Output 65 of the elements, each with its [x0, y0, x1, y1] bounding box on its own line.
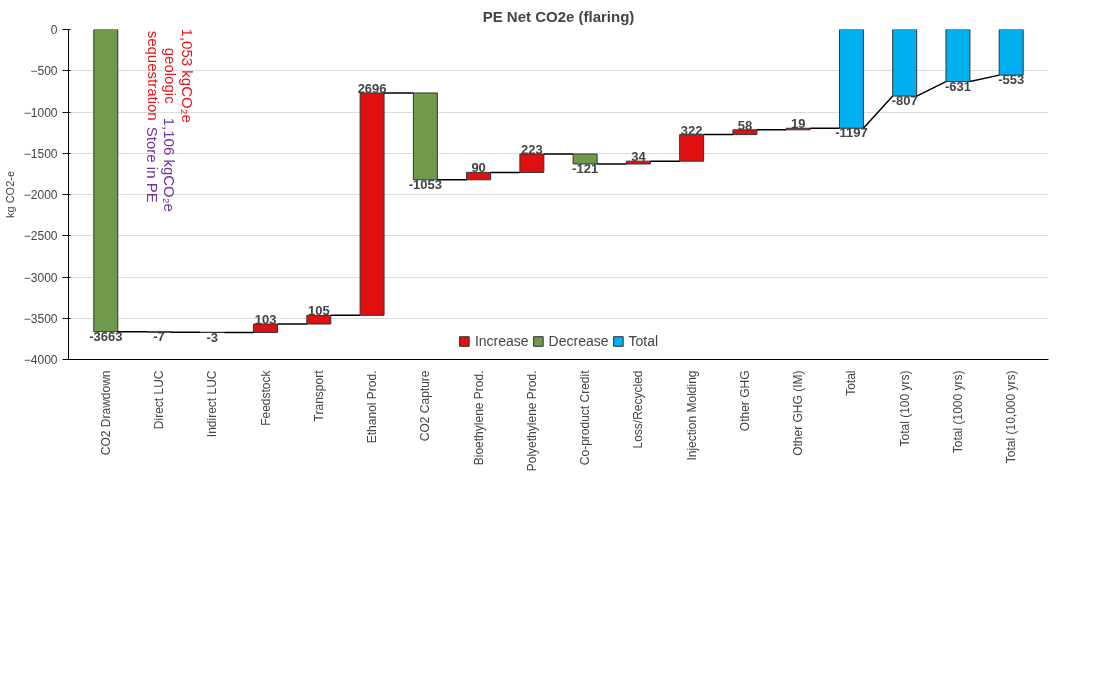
data-label: 322 — [680, 122, 703, 138]
bar — [466, 171, 492, 181]
bar — [625, 160, 651, 165]
x-tick-label: Co-product Credit — [578, 369, 593, 466]
x-tick-label: Polyethylene Prod. — [524, 370, 539, 472]
legend-label: Decrease — [548, 333, 609, 349]
data-label: -553 — [998, 72, 1025, 88]
y-tick-label: 0 — [50, 23, 58, 37]
y-tick-label: −500 — [30, 64, 58, 79]
x-tick-label: CO2 Capture — [418, 370, 433, 442]
bar — [732, 129, 758, 136]
x-tick-label: Other GHG (IM) — [791, 370, 806, 456]
bar — [679, 134, 705, 162]
data-label: 19 — [790, 116, 806, 132]
y-tick-label: −1500 — [23, 146, 58, 161]
bar — [572, 153, 598, 165]
data-label: -121 — [572, 160, 599, 176]
x-tick-label: Bioethylene Prod. — [471, 370, 486, 466]
data-label: 103 — [254, 312, 277, 328]
x-tick-label: Other GHG — [737, 370, 752, 432]
data-label: -7 — [153, 329, 165, 345]
data-label: 90 — [471, 160, 486, 176]
x-tick-label: Injection Molding — [684, 370, 699, 461]
y-axis-title: kg CO2-e — [3, 170, 16, 219]
x-tick-label: Total (100 yrs) — [897, 370, 912, 447]
chart-title: PE Net CO2e (flaring) — [482, 7, 635, 25]
bar — [838, 29, 864, 129]
data-label: -3 — [206, 329, 219, 345]
x-tick-label: Indirect LUC — [205, 370, 220, 438]
legend-label: Total — [628, 333, 659, 349]
x-tick-label: Direct LUC — [152, 370, 167, 430]
bar — [998, 29, 1024, 76]
bar — [412, 92, 438, 181]
x-tick-label: CO2 Drawdown — [98, 370, 113, 456]
x-tick-label: Ethanol Prod. — [365, 370, 380, 444]
bar — [892, 29, 918, 97]
bar — [306, 314, 332, 325]
data-label: 2696 — [357, 80, 387, 96]
bar — [253, 323, 279, 334]
x-tick-label: Total (1000 yrs) — [950, 370, 965, 454]
data-label: 34 — [631, 149, 647, 165]
data-label: -1053 — [408, 176, 442, 192]
x-tick-label: Transport — [311, 369, 326, 422]
y-tick-label: −3500 — [23, 311, 58, 326]
data-label: -807 — [891, 93, 918, 109]
data-label: 58 — [737, 117, 753, 133]
data-label: -1197 — [835, 125, 868, 141]
y-tick-label: −3000 — [23, 270, 58, 285]
y-tick-label: −4000 — [23, 353, 58, 367]
x-tick-label: Feedstock — [258, 369, 273, 426]
x-tick-label: Loss/Recycled — [631, 370, 646, 449]
data-label: -3663 — [89, 328, 123, 344]
legend-label: Increase — [474, 333, 529, 349]
y-tick-label: −1000 — [23, 105, 58, 120]
bar — [93, 29, 119, 333]
bar — [359, 92, 385, 316]
y-tick-label: −2500 — [23, 229, 58, 244]
data-label: 223 — [521, 141, 543, 157]
data-label: -631 — [944, 78, 971, 94]
bar — [519, 153, 545, 173]
bar — [945, 29, 971, 83]
x-tick-label: Total — [844, 370, 859, 396]
y-tick-label: −2000 — [23, 188, 58, 202]
data-label: 105 — [307, 303, 330, 319]
x-tick-label: Total (10,000 yrs) — [1004, 370, 1019, 464]
